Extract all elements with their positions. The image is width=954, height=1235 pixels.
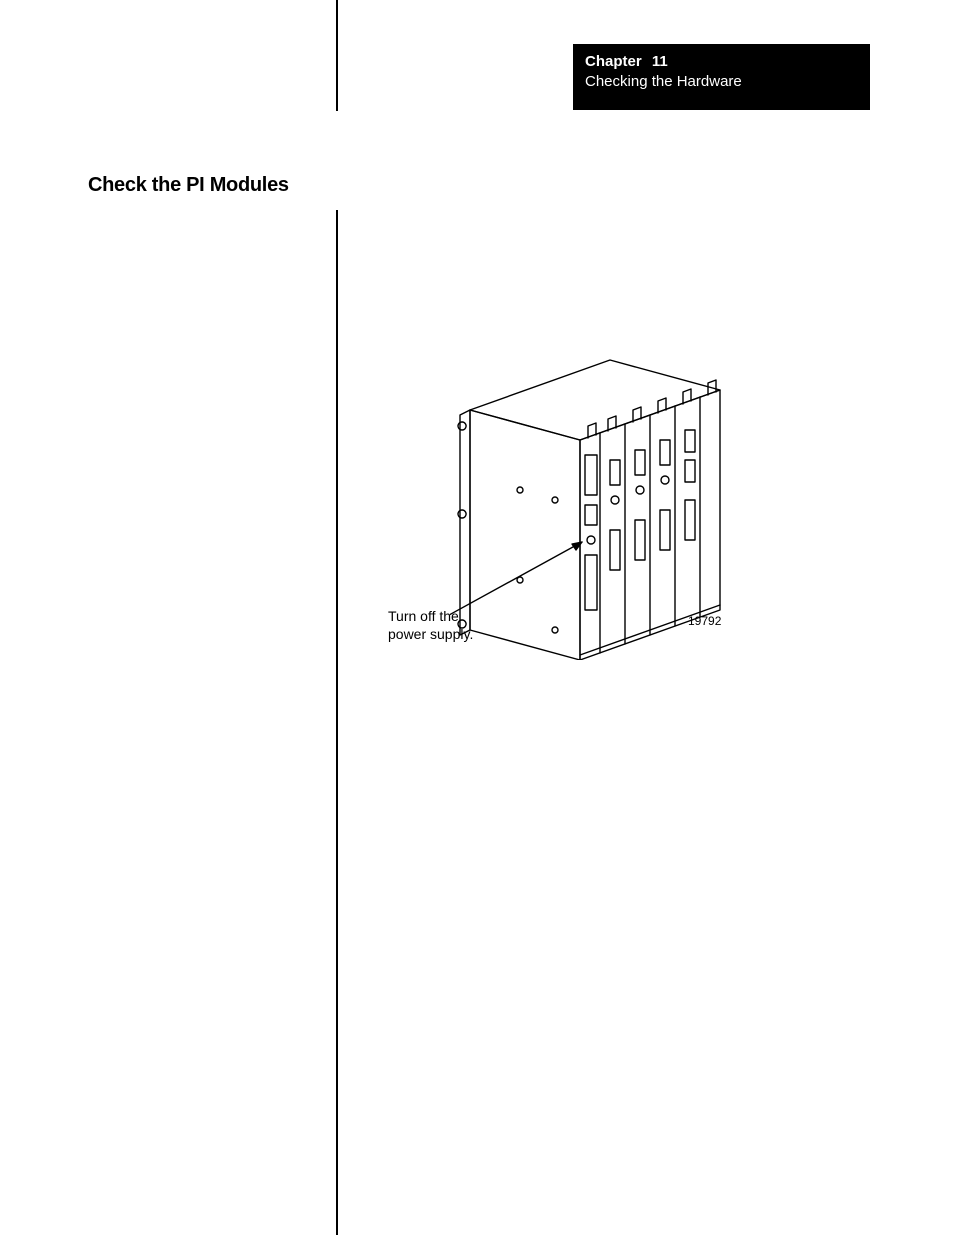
chapter-title: Chapter 11 Checking the Hardware	[585, 52, 858, 91]
section-title: Check the PI Modules	[88, 174, 289, 197]
figure-number: 19792	[688, 614, 721, 628]
callout-line2: power supply.	[388, 626, 473, 642]
chapter-subtitle: Checking the Hardware	[585, 73, 742, 90]
chapter-header-box: Chapter 11 Checking the Hardware	[573, 44, 870, 110]
chapter-number: 11	[652, 53, 668, 70]
chapter-label: Chapter	[585, 53, 642, 70]
divider-top	[336, 0, 338, 111]
callout-line1: Turn off the	[388, 608, 459, 624]
callout-text: Turn off the power supply.	[388, 608, 473, 643]
module-chassis-figure	[450, 330, 750, 660]
divider-bottom	[336, 210, 338, 1235]
chassis-svg	[450, 330, 750, 660]
page: Chapter 11 Checking the Hardware Check t…	[0, 0, 954, 1235]
